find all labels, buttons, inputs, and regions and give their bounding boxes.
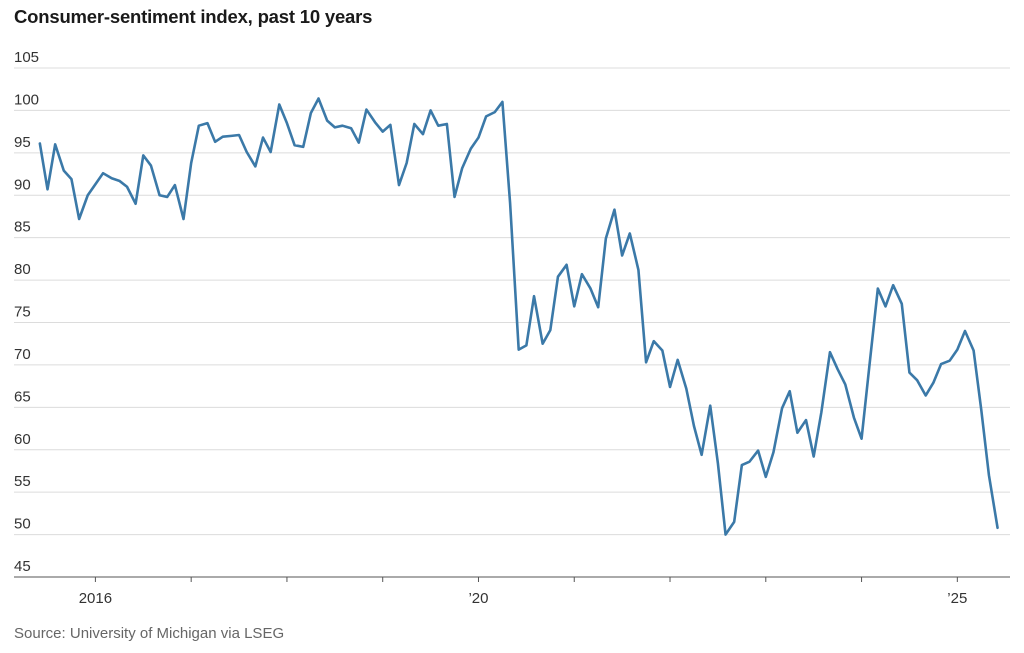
y-tick-label-85: 85 — [14, 219, 31, 236]
y-tick-label-95: 95 — [14, 134, 31, 151]
grid-lines — [14, 67, 1010, 578]
x-tick-label-2025: ’25 — [947, 590, 967, 607]
x-tick-label-2020: ’20 — [468, 590, 488, 607]
chart-title: Consumer-sentiment index, past 10 years — [14, 6, 373, 27]
y-tick-label-80: 80 — [14, 261, 31, 278]
y-tick-label-45: 45 — [14, 558, 31, 575]
x-tick-label-2016: 2016 — [79, 590, 112, 607]
x-axis: 2016 ’20 ’25 — [79, 577, 967, 607]
series-group — [38, 97, 999, 536]
y-tick-label-75: 75 — [14, 304, 31, 321]
source-note: Source: University of Michigan via LSEG — [14, 625, 285, 642]
y-tick-label-105: 105 — [14, 49, 39, 66]
y-tick-label-50: 50 — [14, 516, 31, 533]
y-tick-label-90: 90 — [14, 176, 31, 193]
y-tick-label-65: 65 — [14, 388, 31, 405]
y-tick-label-55: 55 — [14, 473, 31, 490]
series-line-0 — [38, 97, 999, 536]
y-tick-label-100: 100 — [14, 91, 39, 108]
y-axis-ticks: 45 50 55 60 65 70 75 80 85 90 95 100 105 — [14, 49, 39, 575]
y-tick-label-70: 70 — [14, 346, 31, 363]
y-tick-label-60: 60 — [14, 431, 31, 448]
